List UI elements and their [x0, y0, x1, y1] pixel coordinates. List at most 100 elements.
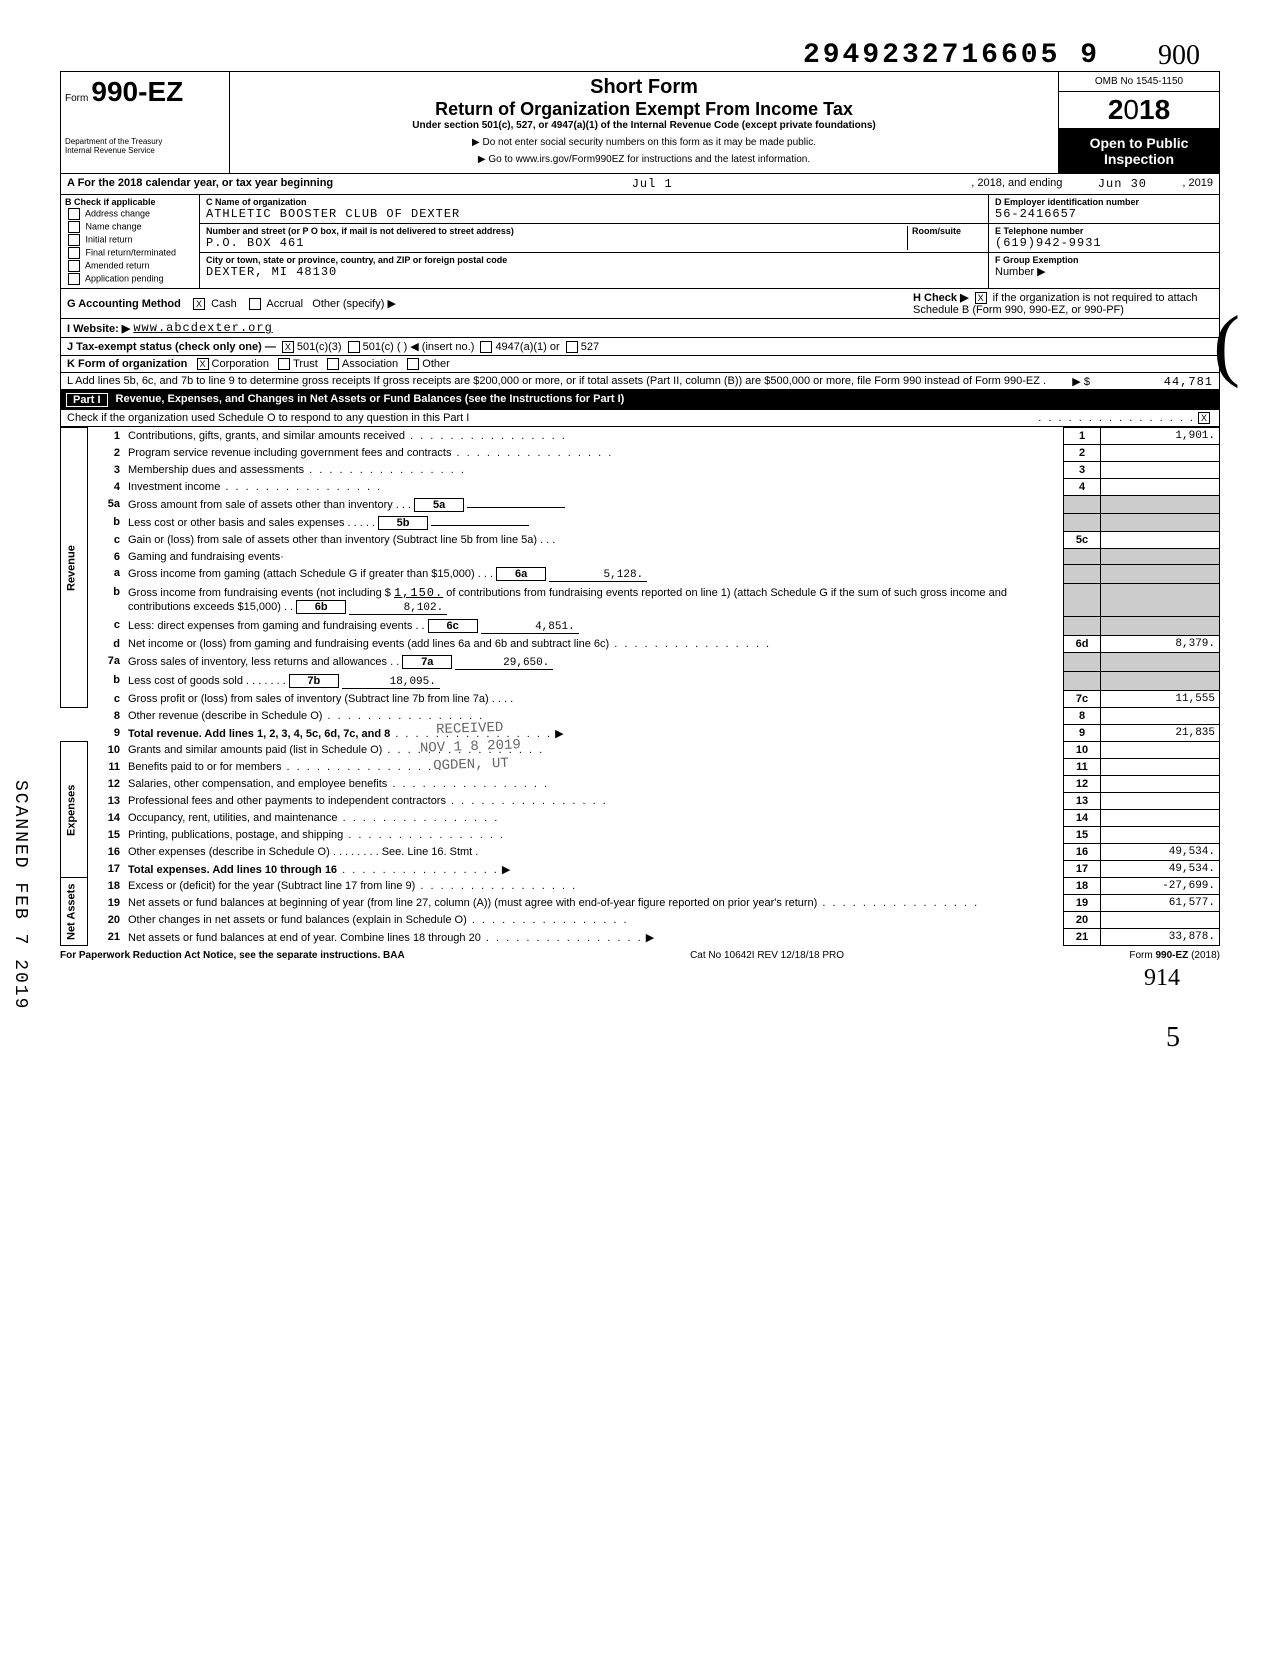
- city-label: City or town, state or province, country…: [206, 255, 982, 265]
- line15-desc: Printing, publications, postage, and shi…: [128, 829, 343, 841]
- tax-year-end: Jun 30: [1062, 177, 1182, 191]
- line19-desc: Net assets or fund balances at beginning…: [128, 897, 817, 909]
- line10-desc: Grants and similar amounts paid (list in…: [128, 744, 382, 756]
- line20-desc: Other changes in net assets or fund bala…: [128, 914, 467, 926]
- chk-trust[interactable]: [278, 358, 290, 370]
- line5a-val: [467, 507, 565, 508]
- chk-application-pending[interactable]: Application pending: [65, 273, 195, 285]
- line16-val: 49,534.: [1101, 844, 1220, 861]
- chk-cash[interactable]: X: [193, 298, 205, 310]
- part1-check-text: Check if the organization used Schedule …: [67, 412, 1038, 424]
- part1-header: Part I Revenue, Expenses, and Changes in…: [60, 390, 1220, 410]
- line6d-val: 8,379.: [1101, 636, 1220, 653]
- g-label: G Accounting Method: [67, 298, 181, 310]
- line5a-desc: Gross amount from sale of assets other t…: [128, 499, 393, 511]
- line7a-val: 29,650.: [455, 657, 553, 670]
- line11-val: [1101, 759, 1220, 776]
- k-label: K Form of organization: [67, 358, 187, 370]
- ein: 56-2416657: [995, 207, 1077, 221]
- line16-desc: Other expenses (describe in Schedule O) …: [128, 846, 478, 858]
- gross-receipts: 44,781: [1093, 375, 1213, 390]
- g-cash: Cash: [211, 298, 237, 310]
- part1-label: Part I: [66, 393, 108, 407]
- tax-year-begin: Jul 1: [333, 177, 971, 191]
- chk-assoc[interactable]: [327, 358, 339, 370]
- line6a-desc: Gross income from gaming (attach Schedul…: [128, 568, 475, 580]
- e-label: E Telephone number: [995, 226, 1213, 236]
- line6d-desc: Net income or (loss) from gaming and fun…: [128, 638, 609, 650]
- k-trust: Trust: [293, 358, 318, 370]
- chk-name-change[interactable]: Name change: [65, 221, 195, 233]
- line-a-label: A For the 2018 calendar year, or tax yea…: [67, 177, 333, 191]
- handwritten-5: 5: [60, 1022, 1220, 1054]
- line7a-desc: Gross sales of inventory, less returns a…: [128, 656, 387, 668]
- chk-corp[interactable]: X: [197, 358, 209, 370]
- chk-527[interactable]: [566, 341, 578, 353]
- line9-desc: Total revenue. Add lines 1, 2, 3, 4, 5c,…: [128, 728, 390, 740]
- scanned-stamp: SCANNED FEB 7 2019: [10, 780, 30, 1010]
- line17-val: 49,534.: [1101, 861, 1220, 878]
- chk-final-return[interactable]: Final return/terminated: [65, 247, 195, 259]
- line6b-val: 8,102.: [349, 602, 447, 615]
- line-k: K Form of organization X Corporation Tru…: [60, 356, 1220, 373]
- line11-desc: Benefits paid to or for members: [128, 761, 281, 773]
- j-501c: 501(c) ( ) ◀ (insert no.): [363, 340, 475, 353]
- h-label: H Check ▶: [913, 292, 969, 304]
- line6c-desc: Less: direct expenses from gaming and fu…: [128, 620, 412, 632]
- b-header: B Check if applicable: [65, 197, 156, 207]
- chk-other[interactable]: [407, 358, 419, 370]
- handwritten-mark: 900: [1158, 40, 1200, 72]
- line-a-mid: , 2018, and ending: [971, 177, 1062, 191]
- website: www.abcdexter.org: [133, 321, 272, 335]
- line5b-desc: Less cost or other basis and sales expen…: [128, 517, 344, 529]
- chk-4947[interactable]: [480, 341, 492, 353]
- chk-initial-return[interactable]: Initial return: [65, 234, 195, 246]
- chk-501c[interactable]: [348, 341, 360, 353]
- footer-left: For Paperwork Reduction Act Notice, see …: [60, 950, 405, 961]
- line3-desc: Membership dues and assessments: [128, 464, 304, 476]
- chk-amended-return[interactable]: Amended return: [65, 260, 195, 272]
- line5c-desc: Gain or (loss) from sale of assets other…: [128, 534, 537, 546]
- chk-501c3[interactable]: X: [282, 341, 294, 353]
- footer: For Paperwork Reduction Act Notice, see …: [60, 946, 1220, 965]
- line7b-desc: Less cost of goods sold: [128, 675, 243, 687]
- line21-desc: Net assets or fund balances at end of ye…: [128, 932, 481, 944]
- d-label: D Employer identification number: [995, 197, 1213, 207]
- line-g-h: G Accounting Method X Cash Accrual Other…: [60, 289, 1220, 319]
- line7c-desc: Gross profit or (loss) from sales of inv…: [128, 693, 489, 705]
- line20-val: [1101, 912, 1220, 929]
- chk-schedule-b[interactable]: X: [975, 292, 987, 304]
- line15-val: [1101, 827, 1220, 844]
- line-a: A For the 2018 calendar year, or tax yea…: [60, 174, 1220, 195]
- line12-val: [1101, 776, 1220, 793]
- side-revenue: Revenue: [61, 428, 88, 708]
- org-city: DEXTER, MI 48130: [206, 265, 337, 279]
- line7b-val: 18,095.: [342, 676, 440, 689]
- line8-desc: Other revenue (describe in Schedule O): [128, 710, 322, 722]
- form-header: Form 990-EZ Department of the Treasury I…: [60, 71, 1220, 174]
- tax-year: 20201818: [1059, 92, 1219, 129]
- chk-address-change[interactable]: Address change: [65, 208, 195, 220]
- line4-val: [1101, 479, 1220, 496]
- g-accrual: Accrual: [266, 298, 303, 310]
- i-label: I Website: ▶: [67, 322, 130, 335]
- chk-schedule-o[interactable]: X: [1198, 412, 1210, 424]
- part1-check-row: Check if the organization used Schedule …: [60, 410, 1220, 427]
- footer-mid: Cat No 10642I REV 12/18/18 PRO: [690, 950, 844, 961]
- chk-accrual[interactable]: [249, 298, 261, 310]
- title-short: Short Form: [238, 76, 1050, 99]
- c-label: C Name of organization: [206, 197, 982, 207]
- k-assoc: Association: [342, 358, 398, 370]
- handwritten-914: 914: [60, 965, 1220, 992]
- line14-desc: Occupancy, rent, utilities, and maintena…: [128, 812, 338, 824]
- footer-right: Form 990-EZ (2018): [1129, 950, 1220, 961]
- line1-val: 1,901.: [1101, 428, 1220, 445]
- line1-desc: Contributions, gifts, grants, and simila…: [128, 430, 405, 442]
- line6b-desc: Gross income from fundraising events (no…: [128, 587, 391, 599]
- j-527: 527: [581, 341, 599, 353]
- section-b-c-d-e-f: B Check if applicable Address change Nam…: [60, 195, 1220, 289]
- org-address: P.O. BOX 461: [206, 236, 304, 250]
- k-other: Other: [422, 358, 450, 370]
- j-4947: 4947(a)(1) or: [495, 341, 559, 353]
- line18-desc: Excess or (deficit) for the year (Subtra…: [128, 880, 415, 892]
